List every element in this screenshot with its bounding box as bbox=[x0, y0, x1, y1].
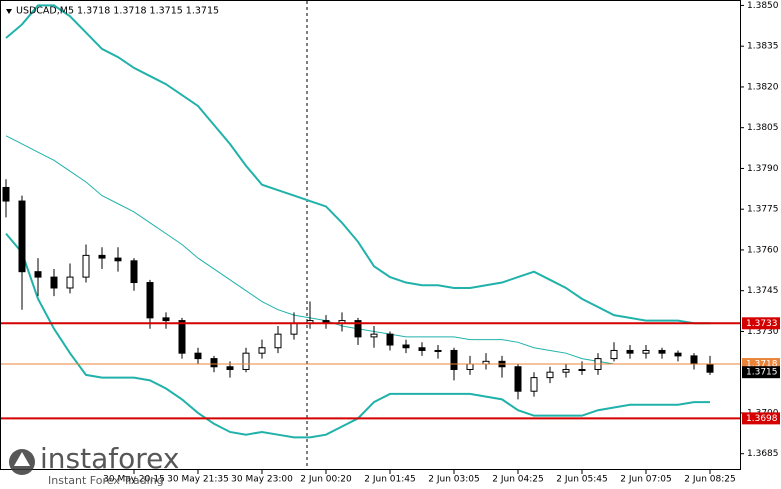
candle-body bbox=[450, 349, 458, 370]
x-tick-label: 2 Jun 00:20 bbox=[300, 475, 352, 485]
candle-body bbox=[146, 282, 154, 319]
candle-body bbox=[114, 257, 122, 262]
candle-body bbox=[2, 186, 10, 202]
price-box bbox=[742, 412, 780, 425]
candle-body bbox=[562, 368, 570, 373]
y-tick-label: 1.3685 bbox=[747, 449, 779, 459]
candle-body bbox=[530, 377, 538, 392]
candle-body bbox=[658, 349, 666, 354]
x-tick-label: 30 May 21:35 bbox=[167, 475, 229, 485]
y-tick-label: 1.3760 bbox=[747, 245, 779, 255]
candle-body bbox=[178, 320, 186, 354]
price-box bbox=[742, 317, 780, 330]
y-tick-label: 1.3820 bbox=[747, 82, 779, 92]
candle-body bbox=[418, 347, 426, 351]
candle-body bbox=[706, 363, 714, 373]
watermark: instaforex Instant Forex Trading bbox=[9, 442, 179, 487]
candle-body bbox=[370, 333, 378, 338]
candle-body bbox=[642, 349, 650, 354]
x-tick-label: 2 Jun 05:45 bbox=[556, 475, 607, 485]
candle-body bbox=[610, 349, 618, 360]
band-upper bbox=[5, 4, 710, 325]
y-tick-label: 1.3775 bbox=[747, 205, 779, 215]
x-tick-label: 30 May 20:15 bbox=[103, 475, 165, 485]
axes: 1.3850 1.3835 1.3820 1.3805 1.3790 1.3775 1.37… bbox=[103, 1, 780, 485]
x-tick-label: 2 Jun 01:45 bbox=[364, 475, 415, 485]
candle-body bbox=[50, 276, 58, 289]
x-tick-label: 2 Jun 08:25 bbox=[684, 475, 735, 485]
candle-body bbox=[210, 358, 218, 368]
x-tick-label: 2 Jun 04:25 bbox=[492, 475, 543, 485]
candle-body bbox=[674, 352, 682, 357]
brand: instaforex bbox=[40, 442, 179, 475]
candle-body bbox=[626, 349, 634, 354]
candle-body bbox=[386, 333, 394, 346]
y-tick-label: 1.3790 bbox=[747, 164, 779, 174]
candle-body bbox=[290, 322, 298, 335]
candle-body bbox=[194, 352, 202, 360]
y-tick-label: 1.3730 bbox=[747, 327, 779, 337]
tagline: Instant Forex Trading bbox=[48, 474, 164, 487]
price-label: 1.3698 bbox=[746, 414, 778, 424]
y-tick-label: 1.3805 bbox=[747, 123, 779, 133]
plot bbox=[1, 4, 740, 439]
header-icon bbox=[6, 9, 12, 14]
y-tick-label: 1.3835 bbox=[747, 42, 779, 52]
x-tick-label: 2 Jun 03:05 bbox=[428, 475, 479, 485]
candle-body bbox=[258, 347, 266, 354]
candle-body bbox=[578, 368, 586, 371]
candle-body bbox=[434, 349, 442, 352]
logo-mark bbox=[14, 452, 30, 466]
chart-title: USDCAD,M5 1.3718 1.3718 1.3715 1.3715 bbox=[16, 6, 219, 17]
price-label: 1.3715 bbox=[746, 368, 778, 378]
candle-body bbox=[34, 271, 42, 278]
plot-frame bbox=[0, 0, 741, 470]
candle-body bbox=[242, 352, 250, 370]
x-tick-label: 30 May 23:00 bbox=[231, 475, 293, 485]
candle-body bbox=[402, 344, 410, 349]
price-box bbox=[742, 366, 780, 379]
candle-body bbox=[82, 254, 90, 278]
candle-body bbox=[546, 371, 554, 379]
candle-body bbox=[98, 254, 106, 259]
candle-body bbox=[130, 260, 138, 284]
y-tick-label: 1.3850 bbox=[747, 1, 779, 11]
candle-body bbox=[466, 363, 474, 370]
candle-body bbox=[274, 333, 282, 349]
candle-body bbox=[690, 355, 698, 365]
candle-body bbox=[66, 276, 74, 289]
y-tick-label: 1.3745 bbox=[747, 286, 779, 296]
candle-body bbox=[514, 366, 522, 392]
x-tick-label: 2 Jun 07:05 bbox=[620, 475, 671, 485]
candle-body bbox=[162, 317, 170, 322]
price-label: 1.3733 bbox=[746, 319, 778, 329]
price-label: 1.3718 bbox=[746, 360, 778, 370]
candle-body bbox=[354, 320, 362, 338]
candle-body bbox=[226, 366, 234, 370]
candle-body bbox=[18, 200, 26, 273]
